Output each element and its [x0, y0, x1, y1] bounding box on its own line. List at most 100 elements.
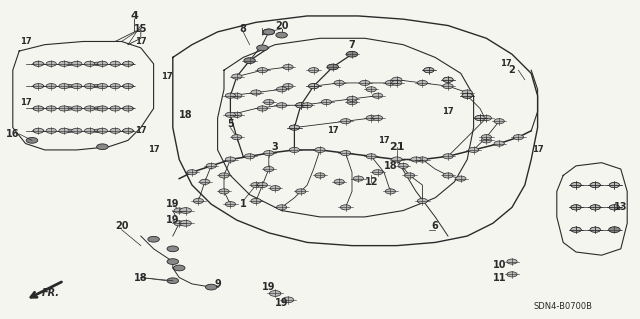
Circle shape	[462, 90, 472, 95]
Circle shape	[340, 151, 351, 156]
Circle shape	[443, 77, 453, 82]
Ellipse shape	[122, 129, 134, 132]
Text: 17: 17	[148, 145, 159, 154]
Circle shape	[321, 100, 332, 105]
Ellipse shape	[93, 85, 104, 88]
Circle shape	[205, 284, 217, 290]
Circle shape	[257, 45, 268, 51]
Circle shape	[481, 135, 492, 140]
Circle shape	[315, 173, 325, 178]
Circle shape	[251, 182, 261, 188]
Circle shape	[462, 93, 472, 98]
Circle shape	[481, 115, 492, 121]
Circle shape	[97, 144, 108, 150]
Circle shape	[609, 205, 620, 210]
Text: SDN4-B0700B: SDN4-B0700B	[534, 302, 593, 311]
Circle shape	[84, 106, 95, 111]
Text: 17: 17	[532, 145, 543, 154]
Circle shape	[296, 103, 306, 108]
Circle shape	[59, 128, 69, 133]
Circle shape	[110, 61, 120, 66]
Circle shape	[340, 205, 351, 210]
Circle shape	[97, 61, 108, 66]
Circle shape	[366, 154, 376, 159]
Circle shape	[590, 205, 600, 210]
Circle shape	[468, 147, 479, 152]
Circle shape	[347, 96, 357, 101]
Circle shape	[571, 227, 581, 232]
Circle shape	[334, 80, 344, 85]
Circle shape	[571, 182, 581, 188]
Ellipse shape	[33, 107, 44, 110]
Text: 17: 17	[500, 59, 511, 68]
Circle shape	[180, 220, 191, 226]
Circle shape	[72, 84, 82, 89]
Circle shape	[353, 176, 364, 181]
Text: 1: 1	[240, 199, 246, 209]
Circle shape	[334, 179, 344, 184]
Circle shape	[225, 202, 236, 207]
Circle shape	[411, 157, 421, 162]
Ellipse shape	[33, 129, 44, 132]
Circle shape	[174, 208, 184, 213]
Circle shape	[302, 103, 312, 108]
Circle shape	[609, 227, 620, 232]
Circle shape	[244, 154, 255, 159]
Circle shape	[225, 93, 236, 98]
Circle shape	[251, 198, 261, 204]
Circle shape	[315, 147, 325, 152]
Ellipse shape	[63, 62, 74, 65]
Circle shape	[264, 151, 274, 156]
Circle shape	[308, 84, 319, 89]
Circle shape	[590, 227, 600, 232]
Text: 17: 17	[20, 37, 31, 46]
Circle shape	[97, 84, 108, 89]
Circle shape	[123, 84, 133, 89]
Text: 17: 17	[442, 107, 454, 116]
Circle shape	[282, 297, 294, 303]
Text: 6: 6	[432, 221, 438, 232]
Circle shape	[609, 182, 620, 188]
Circle shape	[46, 106, 56, 111]
Circle shape	[417, 80, 428, 85]
Circle shape	[84, 61, 95, 66]
Circle shape	[398, 163, 408, 168]
Circle shape	[26, 137, 38, 143]
Circle shape	[33, 61, 44, 66]
Circle shape	[276, 87, 287, 92]
Circle shape	[360, 80, 370, 85]
Ellipse shape	[63, 85, 74, 88]
Circle shape	[372, 115, 383, 121]
Circle shape	[46, 84, 56, 89]
Ellipse shape	[63, 129, 74, 132]
Ellipse shape	[63, 107, 74, 110]
Text: 19: 19	[262, 282, 276, 292]
Circle shape	[456, 176, 466, 181]
Circle shape	[33, 84, 44, 89]
Circle shape	[276, 32, 287, 38]
Circle shape	[59, 61, 69, 66]
Circle shape	[443, 84, 453, 89]
Text: 12: 12	[364, 177, 378, 187]
Circle shape	[193, 198, 204, 204]
Circle shape	[257, 106, 268, 111]
Circle shape	[462, 93, 472, 98]
Text: 17: 17	[20, 98, 31, 107]
Ellipse shape	[122, 85, 134, 88]
Circle shape	[244, 58, 255, 63]
Circle shape	[167, 278, 179, 284]
Circle shape	[443, 154, 453, 159]
Circle shape	[283, 84, 293, 89]
Text: 18: 18	[134, 272, 148, 283]
Circle shape	[180, 208, 191, 213]
Circle shape	[219, 173, 229, 178]
Circle shape	[366, 115, 376, 121]
Circle shape	[225, 112, 236, 117]
Circle shape	[269, 291, 281, 296]
Circle shape	[264, 100, 274, 105]
Circle shape	[590, 205, 600, 210]
Text: 13: 13	[614, 202, 628, 212]
Circle shape	[264, 167, 274, 172]
Circle shape	[200, 179, 210, 184]
Circle shape	[340, 119, 351, 124]
